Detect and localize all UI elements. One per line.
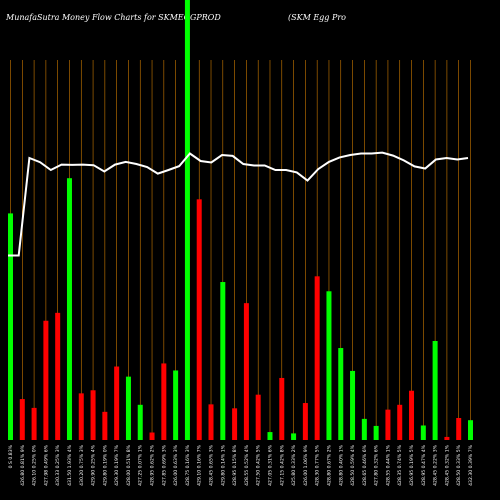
bar-label: 427.15 0.42% 8% (279, 444, 285, 486)
money-flow-bar (302, 403, 308, 440)
money-flow-bar (232, 408, 238, 440)
money-flow-bar (373, 425, 379, 440)
bar-label: 428.45 0.32% 1% (444, 444, 450, 486)
money-flow-bar (8, 213, 13, 440)
money-flow-bar (444, 436, 450, 440)
money-flow-bar (220, 282, 226, 440)
bar-label: 432.30 0.39% 7% (468, 444, 474, 486)
bar-label: 430.33 0.25% 3% (55, 444, 61, 486)
bar-label: 428.00 0.51% 8% (126, 444, 132, 486)
money-flow-bar (66, 178, 72, 440)
bar-label: 429.80 0.19% 0% (102, 444, 108, 486)
bar-label: 426.95 0.19% 5% (409, 444, 415, 486)
money-flow-bar (90, 390, 96, 440)
money-flow-bar (420, 425, 426, 440)
bar-label: 428.50 0.33% 5% (456, 444, 462, 486)
bar-label: 429.80 0.14% 1% (220, 444, 226, 486)
bar-label: 428.35 0.74% 5% (397, 444, 403, 486)
money-flow-bar (31, 407, 37, 440)
money-flow-bar (456, 418, 462, 440)
bar-label: 426.00 1.06% 9% (303, 444, 309, 486)
bar-label: 428.95 0.62% 2% (150, 444, 156, 486)
money-flow-bar (43, 320, 49, 440)
money-flow-bar (291, 433, 297, 440)
bar-label: 428.95 0.15% 8% (232, 444, 238, 486)
money-flow-bar (279, 377, 285, 440)
money-flow-bar (314, 276, 320, 440)
money-flow-bar (243, 303, 249, 440)
money-flow-bar (114, 366, 120, 440)
money-flow-bar (255, 394, 261, 440)
money-flow-bar (267, 432, 273, 440)
bar-label: 426.10 0.25% 0% (32, 444, 38, 486)
bar-label: 428.50 0.59% 4% (350, 444, 356, 486)
money-flow-bar (385, 409, 391, 440)
money-flow-bar (78, 393, 84, 440)
money-flow-bar (125, 376, 131, 440)
bar-label: 426.80 0.81% 9% (20, 444, 26, 486)
bar-label: 427.85 0.69% 3% (161, 444, 167, 486)
bar-label: 428.30 0.77% 5% (315, 444, 321, 486)
bar-label: 428.55 0.52% 4% (244, 444, 250, 486)
bar-label: 428.75 0.16% 3% (185, 444, 191, 486)
money-flow-bar (102, 411, 108, 440)
money-flow-bar (326, 291, 332, 440)
money-flow-bar (161, 363, 167, 440)
bar-label: 427.80 0.32% 6% (374, 444, 380, 486)
chart-title: MunafaSutra Money Flow Charts for SKMEGG… (6, 13, 221, 22)
money-flow-bar (338, 348, 344, 440)
bar-label: 428.80 0.40% 1% (338, 444, 344, 486)
bar-label: 427.98 0.49% 6% (43, 444, 49, 486)
money-flow-bar (184, 0, 190, 440)
bar-label: 427.05 0.31% 6% (267, 444, 273, 486)
bar-label: 428.95 0.47% 4% (421, 444, 427, 486)
money-flow-bar (397, 404, 403, 440)
bar-label: 425.80 0.33% 2% (291, 444, 297, 486)
money-flow-bar (19, 399, 25, 440)
money-flow-bar (149, 432, 155, 440)
money-flow-bar (432, 341, 438, 440)
money-flow-bar (55, 312, 61, 440)
bar-label: 429.10 0.16% 7% (197, 444, 203, 486)
bar-label: 0 S 0.83% (8, 444, 14, 468)
money-flow-bar (196, 199, 202, 440)
money-flow-bar (137, 404, 143, 440)
bar-label: 428.45 0.22% 3% (433, 444, 439, 486)
money-flow-bar (409, 390, 415, 440)
money-flow-bar (173, 370, 179, 440)
money-flow-bar (468, 420, 473, 440)
bar-label: 428.45 0.65% 3% (209, 444, 215, 486)
bar-label: 430.20 0.75% 3% (79, 444, 85, 486)
bar-label: 426.00 0.63% 3% (173, 444, 179, 486)
bar-label: 428.80 0.67% 2% (326, 444, 332, 486)
bar-label: 427.25 0.07% 1% (138, 444, 144, 486)
money-flow-bar (350, 370, 356, 440)
money-flow-bar (361, 418, 367, 440)
bar-label: 431.50 1.93% 4% (67, 444, 73, 486)
bar-label: 428.55 0.44% 1% (385, 444, 391, 486)
money-flow-bar (208, 404, 214, 440)
bar-label: 428.65 0.46% 6% (362, 444, 368, 486)
bar-label: 427.50 0.42% 5% (256, 444, 262, 486)
chart-subtitle: (SKM Egg Pro (288, 13, 346, 22)
bar-label: 429.90 0.25% 4% (91, 444, 97, 486)
bar-label: 429.30 0.19% 7% (114, 444, 120, 486)
price-line (8, 151, 469, 257)
